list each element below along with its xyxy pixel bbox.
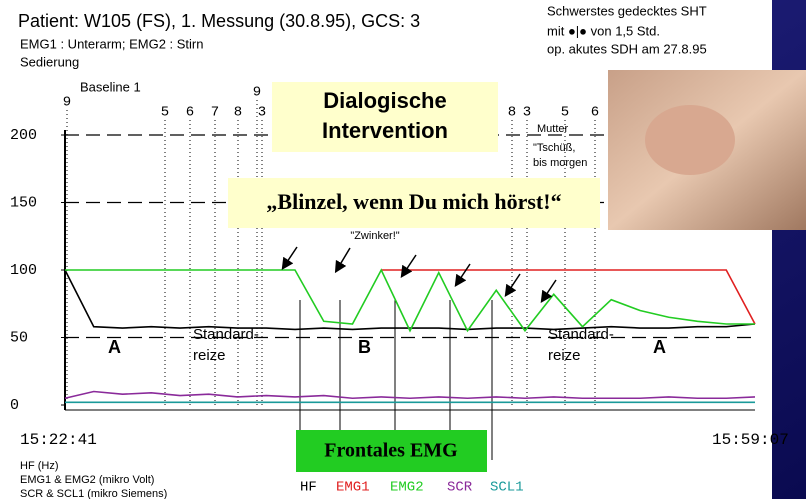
callout: Intervention [322, 118, 448, 143]
note: Schwerstes gedecktes SHT [547, 3, 707, 18]
callout: Dialogische [323, 88, 446, 113]
legend-label: SCR [447, 480, 473, 496]
annotation: bis morgen [533, 157, 587, 169]
callout: „Blinzel, wenn Du mich hörst!“ [266, 189, 561, 214]
y-tick-label: 150 [10, 194, 37, 211]
legend-label: HF [300, 480, 317, 496]
annotation: Standard- [193, 326, 259, 343]
event-mark: 9 [253, 85, 261, 101]
callout-box [296, 430, 487, 472]
x-tick-label: 15:22:41 [20, 431, 97, 449]
arrow [540, 279, 557, 303]
note: op. akutes SDH am 27.8.95 [547, 41, 707, 56]
annotation: Baseline 1 [80, 79, 141, 94]
y-tick-label: 200 [10, 127, 37, 144]
legend-label: EMG1 [336, 480, 370, 496]
y-tick-label: 50 [10, 329, 28, 346]
annotation: reize [193, 347, 226, 364]
series-line [65, 268, 755, 333]
y-tick-label: 0 [10, 397, 19, 414]
arrow [400, 254, 417, 278]
arrow [334, 247, 351, 274]
legend-label: EMG2 [390, 480, 424, 496]
unit-note: EMG1 & EMG2 (mikro Volt) [20, 474, 154, 486]
note: mit ●|● von 1,5 Std. [547, 23, 660, 38]
event-mark: 3 [523, 105, 531, 121]
event-mark: 8 [508, 105, 516, 121]
y-tick-label: 100 [10, 262, 37, 279]
annotation: "Zwinker!" [350, 230, 399, 242]
event-mark: 5 [161, 105, 169, 121]
annotation: "Tschüß, [533, 142, 575, 154]
arrow [454, 263, 471, 287]
callout-box [228, 178, 600, 228]
photo-face [645, 105, 735, 175]
unit-note: HF (Hz) [20, 460, 59, 472]
unit-note: SCR & SCL1 (mikro Siemens) [20, 488, 167, 499]
series-line [64, 269, 756, 331]
series-line [381, 269, 756, 325]
annotation: Mutter [537, 123, 569, 135]
annotation: Standard- [548, 326, 614, 343]
event-mark: 9 [63, 95, 71, 111]
arrow [281, 246, 298, 270]
annotation: reize [548, 347, 581, 364]
event-mark: 6 [186, 105, 194, 121]
event-mark: 6 [591, 105, 599, 121]
arrow [504, 273, 521, 297]
legend-label: SCL1 [490, 480, 524, 496]
subtitle: Sedierung [20, 54, 79, 69]
callout: Frontales EMG [324, 440, 458, 462]
series-line [64, 390, 756, 400]
event-mark: 8 [234, 105, 242, 121]
annotation: B [358, 337, 371, 357]
event-mark: 3 [258, 105, 266, 121]
annotation: A [653, 337, 666, 357]
event-mark: 7 [211, 105, 219, 121]
subtitle: EMG1 : Unterarm; EMG2 : Stirn [20, 36, 204, 51]
event-mark: 5 [561, 105, 569, 121]
title: Patient: W105 (FS), 1. Messung (30.8.95)… [18, 11, 420, 31]
x-tick-label: 15:59:07 [712, 431, 789, 449]
callout-box [272, 82, 498, 152]
annotation: A [108, 337, 121, 357]
